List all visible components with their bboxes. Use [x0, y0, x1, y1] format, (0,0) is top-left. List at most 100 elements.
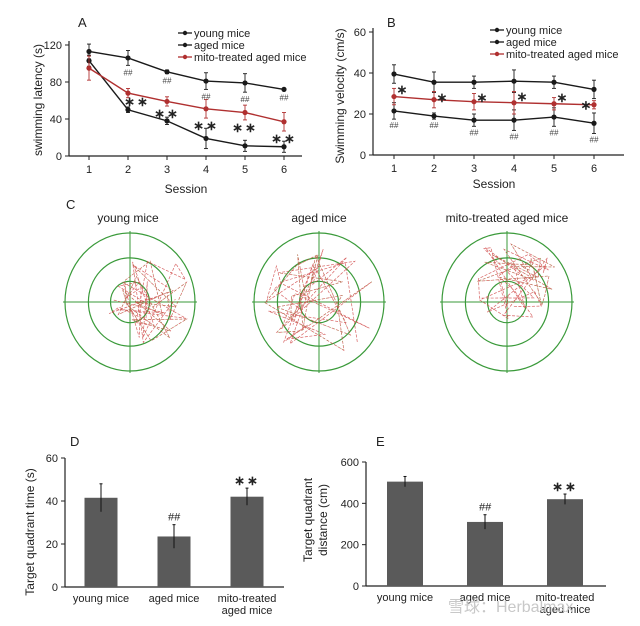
- data-point: [242, 80, 248, 86]
- x-tick-label: 3: [164, 164, 170, 176]
- x-tick-label: 5: [551, 163, 557, 175]
- panel-d-quadrant-time-chart: D Target quadrant time (s) 0 20 40 60 young …: [23, 434, 284, 617]
- panel-b-velocity-chart: B Swimming velocity (cm/s) Session 0 20 40…: [333, 15, 624, 191]
- swim-path-overlay: [477, 243, 555, 307]
- category-label: aged mice: [540, 604, 591, 616]
- bar: [387, 481, 423, 586]
- sig-mark-star: ∗∗: [234, 473, 260, 488]
- x-tick-label: 1: [86, 164, 92, 176]
- data-point: [471, 99, 477, 105]
- data-point: [86, 48, 92, 55]
- series-line-2: [393, 95, 595, 106]
- data-point: [242, 109, 248, 116]
- data-point: [511, 78, 517, 84]
- x-tick-label: 5: [242, 164, 248, 176]
- data-point: [391, 108, 397, 114]
- sig-mark-star: ∗: [557, 90, 568, 105]
- swim-path: [264, 248, 372, 352]
- sig-mark-hash: ##: [590, 135, 599, 144]
- y-tick-label: 400: [341, 498, 359, 510]
- sig-mark-hash: ##: [550, 128, 559, 137]
- sig-mark-star: ∗∗: [154, 106, 180, 121]
- x-tick-label: 4: [511, 163, 517, 175]
- panel-a-ylabel: swimming latency (s): [31, 44, 45, 156]
- y-tick-label: 40: [50, 114, 62, 126]
- legend-entry: mito-treated aged mice: [506, 49, 619, 61]
- legend-entry: mito-treated aged mice: [194, 52, 307, 64]
- series-line-1: [393, 110, 595, 124]
- y-tick-label: 40: [46, 496, 58, 508]
- legend-entry: aged mice: [506, 37, 557, 49]
- panel-e-ylabel-line1: Target quadrant: [301, 477, 315, 562]
- legend-entry: young mice: [194, 28, 250, 40]
- y-tick-label: 600: [341, 457, 359, 469]
- legend-entry: young mice: [506, 25, 562, 37]
- sig-mark-hash: ##: [168, 512, 181, 524]
- sig-mark-hash: ##: [202, 92, 211, 101]
- y-tick-label: 200: [341, 540, 359, 552]
- y-tick-label: 0: [360, 150, 366, 162]
- data-point: [591, 120, 597, 126]
- sig-mark-star: ∗∗: [271, 131, 297, 146]
- sig-mark-star: ∗: [397, 82, 408, 97]
- legend-marker: [182, 30, 188, 36]
- x-tick-label: 6: [281, 164, 287, 176]
- y-tick-label: 60: [46, 453, 58, 465]
- panel-e-label: E: [376, 434, 385, 449]
- legend-marker: [182, 54, 188, 60]
- series-line-2: [88, 67, 285, 123]
- sig-mark-hash: ##: [510, 132, 519, 141]
- maze-title-aged: aged mice: [291, 211, 347, 225]
- legend-marker: [494, 27, 500, 33]
- sig-mark-hash: ##: [124, 68, 133, 77]
- maze-title-young: young mice: [97, 211, 159, 225]
- y-tick-label: 40: [354, 68, 366, 80]
- x-tick-label: 1: [391, 163, 397, 175]
- panel-a-latency-chart: A swimming latency (s) Session 0 40 80 120 1…: [31, 15, 307, 196]
- data-point: [125, 107, 131, 113]
- maze-aged: [252, 231, 386, 373]
- data-point: [203, 106, 209, 112]
- data-point: [591, 102, 597, 108]
- data-point: [164, 118, 170, 124]
- sig-mark-hash: ##: [390, 121, 399, 130]
- sig-mark-star: ∗: [517, 89, 528, 104]
- sig-mark-hash: ##: [241, 95, 250, 104]
- data-point: [391, 93, 397, 100]
- panel-c-swim-paths: C young mice aged mice mito-treated aged…: [63, 197, 574, 373]
- bar: [467, 521, 503, 586]
- data-point: [164, 98, 170, 105]
- category-label: young mice: [377, 592, 433, 604]
- x-tick-label: 4: [203, 164, 209, 176]
- sig-mark-hash: ##: [470, 128, 479, 137]
- panel-b-xlabel: Session: [473, 177, 516, 191]
- swim-path-overlay: [117, 260, 188, 342]
- y-tick-label: 0: [56, 151, 62, 163]
- y-tick-label: 60: [354, 27, 366, 39]
- data-point: [551, 114, 557, 120]
- maze-young: [63, 231, 197, 373]
- category-label: aged mice: [460, 592, 511, 604]
- panel-b-ylabel: Swimming velocity (cm/s): [333, 28, 347, 163]
- sig-mark-star: ∗∗: [124, 94, 150, 109]
- panel-a-label: A: [78, 15, 87, 30]
- panel-a-xlabel: Session: [165, 182, 208, 196]
- y-tick-label: 0: [353, 581, 359, 593]
- data-point: [125, 55, 131, 61]
- sig-mark-hash: ##: [430, 121, 439, 130]
- data-point: [164, 69, 170, 75]
- panel-d-ylabel: Target quadrant time (s): [23, 468, 37, 595]
- category-label: mito-treated: [536, 592, 595, 604]
- bar: [84, 497, 118, 587]
- sig-mark-star: ∗: [477, 90, 488, 105]
- panel-c-label: C: [66, 197, 75, 212]
- panel-d-label: D: [70, 434, 79, 449]
- panel-e-quadrant-distance-chart: E Target quadrant distance (cm) 0 200 400 6…: [301, 434, 606, 616]
- data-point: [551, 101, 557, 107]
- sig-mark-hash: ##: [280, 93, 289, 102]
- watermark: 雪球：Herbalmax: [448, 598, 573, 616]
- x-tick-label: 2: [431, 163, 437, 175]
- x-tick-label: 2: [125, 164, 131, 176]
- sig-mark-star: ∗∗: [232, 120, 258, 135]
- y-tick-label: 0: [52, 582, 58, 594]
